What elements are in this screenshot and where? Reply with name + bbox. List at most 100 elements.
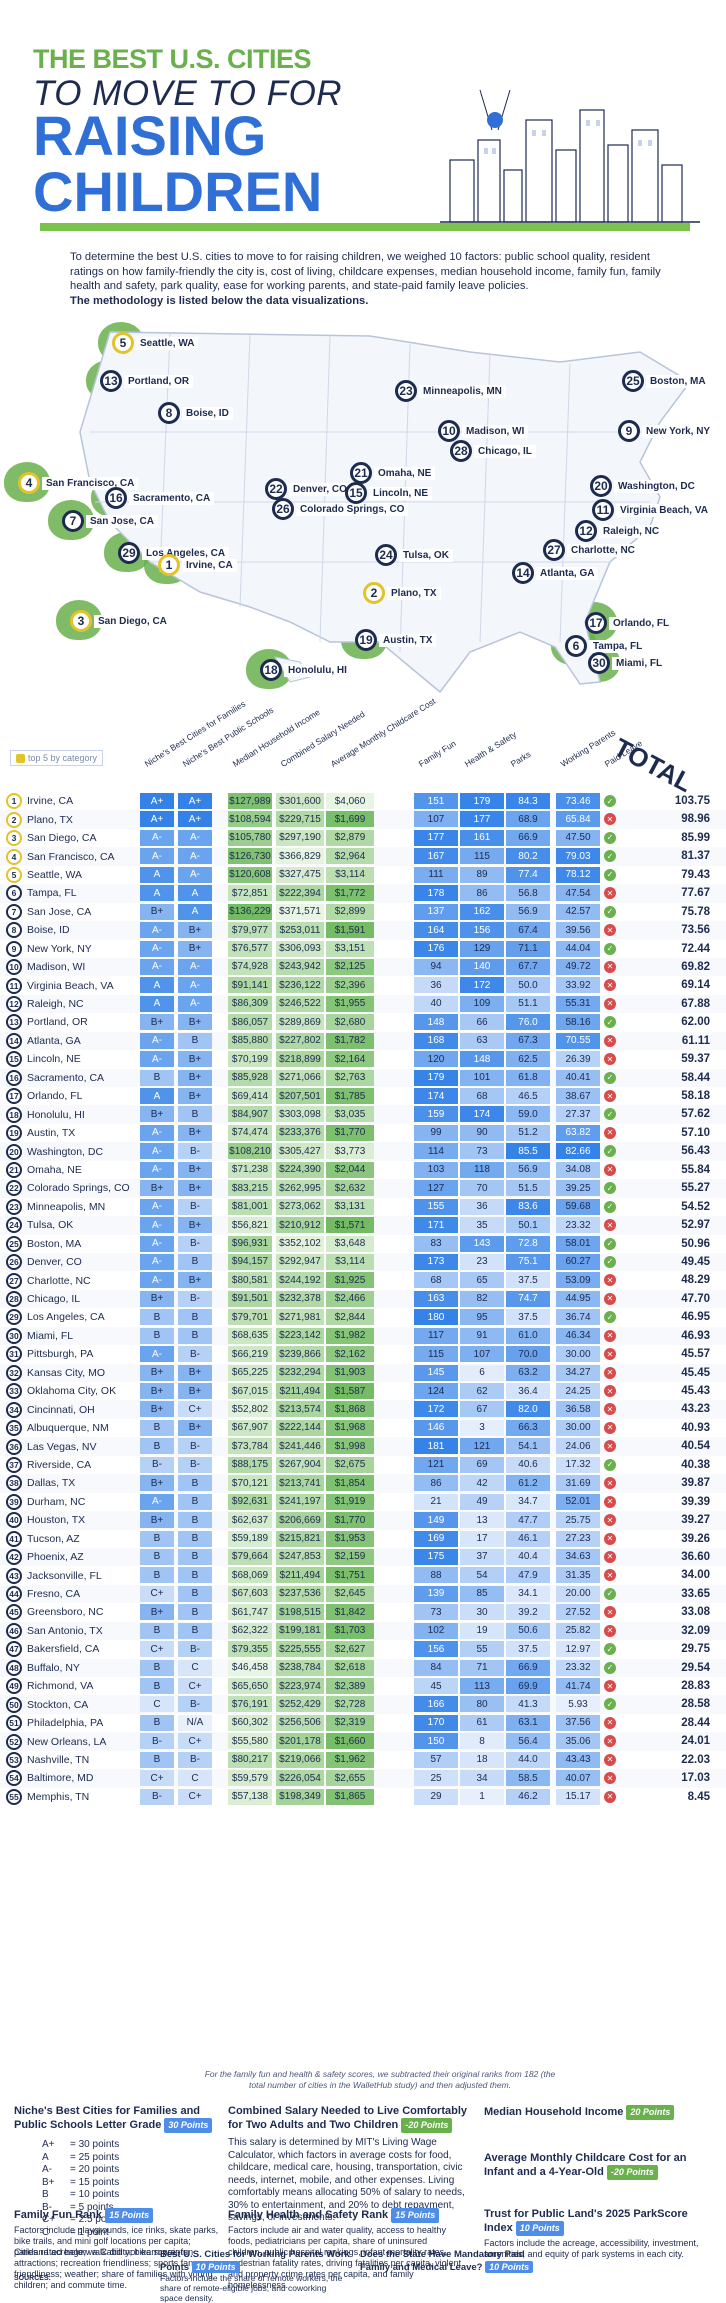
map-pin: 17 Orlando, FL xyxy=(571,602,674,642)
table-row: 55 Memphis, TN B- C+ $198,349 $57,138 $1,865 29… xyxy=(0,1788,726,1806)
salary-needed: $211,494 xyxy=(276,1383,324,1399)
salary-needed: $224,390 xyxy=(276,1161,324,1178)
total-score: 49.45 xyxy=(681,1255,710,1268)
map-pin-city: Plano, TX xyxy=(387,586,441,600)
childcare-cost: $3,773 xyxy=(326,1143,374,1160)
salary-needed: $252,429 xyxy=(276,1696,324,1713)
method-salary-title: Combined Salary Needed to Live Comfortab… xyxy=(228,2105,467,2131)
salary-needed: $222,394 xyxy=(276,885,324,902)
cross-icon: ✕ xyxy=(604,1753,616,1766)
health-safety-score: 91 xyxy=(460,1327,504,1344)
grade-families: B+ xyxy=(140,1475,174,1492)
grade-schools: B xyxy=(178,1622,212,1639)
method-health-title: Family Health and Safety Rank xyxy=(228,2209,389,2221)
grade-families: A- xyxy=(140,1272,174,1289)
grade-schools: B- xyxy=(178,1456,212,1473)
grade-schools: N/A xyxy=(178,1714,212,1731)
method-income: Median Household Income 20 Points xyxy=(484,2105,714,2120)
health-safety-score: 65 xyxy=(460,1272,504,1289)
grade-row: C = 1 point xyxy=(42,2227,224,2240)
childcare-cost: $1,842 xyxy=(326,1604,374,1621)
rank-badge: 48 xyxy=(6,1659,22,1676)
grade-points: = 1 point xyxy=(70,2226,109,2238)
map-pin-rank: 19 xyxy=(355,629,377,651)
median-income: $83,215 xyxy=(228,1180,272,1197)
family-fun-score: 114 xyxy=(414,1143,458,1160)
check-icon: ✓ xyxy=(604,1643,616,1656)
map-pin-city: Boise, ID xyxy=(182,406,233,420)
cross-icon: ✕ xyxy=(604,1514,616,1527)
cross-icon: ✕ xyxy=(604,997,616,1010)
city-name: Washington, DC xyxy=(27,1145,104,1158)
map-pin: 25 Boston, MA xyxy=(608,360,710,400)
salary-needed: $303,098 xyxy=(276,1106,324,1123)
map-pin-city: Colorado Springs, CO xyxy=(296,502,409,516)
total-score: 33.65 xyxy=(681,1587,710,1600)
map-pin-city: Portland, OR xyxy=(124,374,194,388)
cross-icon: ✕ xyxy=(604,979,616,992)
grade-families: B xyxy=(140,1622,174,1639)
check-icon: ✓ xyxy=(604,1458,616,1471)
total-score: 52.97 xyxy=(681,1219,710,1232)
childcare-cost: $1,865 xyxy=(326,1788,374,1805)
median-income: $60,302 xyxy=(228,1714,272,1731)
childcare-cost: $1,660 xyxy=(326,1733,374,1750)
grade-schools: B xyxy=(178,1585,212,1602)
median-income: $92,631 xyxy=(228,1493,272,1510)
cross-icon: ✕ xyxy=(604,1790,616,1803)
grade-families: C+ xyxy=(140,1770,174,1787)
city-name: Colorado Springs, CO xyxy=(27,1182,130,1195)
cross-icon: ✕ xyxy=(604,1366,616,1379)
family-fun-score: 178 xyxy=(414,885,458,902)
parks-score: 63.1 xyxy=(506,1714,550,1731)
family-fun-score: 139 xyxy=(414,1585,458,1602)
family-fun-score: 166 xyxy=(414,1696,458,1713)
childcare-cost: $2,618 xyxy=(326,1659,374,1676)
map-pin: 27 Charlotte, NC xyxy=(529,529,639,569)
grade-families: B+ xyxy=(140,1106,174,1123)
median-income: $55,580 xyxy=(228,1733,272,1750)
median-income: $67,907 xyxy=(228,1419,272,1436)
salary-needed: $223,142 xyxy=(276,1327,324,1344)
grade-schools: A+ xyxy=(178,793,212,809)
working-parents-score: 58.01 xyxy=(556,1235,600,1252)
grade-schools: C+ xyxy=(178,1733,212,1750)
map-pin-rank: 8 xyxy=(158,402,180,424)
grade-schools: A xyxy=(178,903,212,920)
childcare-cost: $1,770 xyxy=(326,1124,374,1141)
parks-score: 56.9 xyxy=(506,903,550,920)
childcare-cost: $1,868 xyxy=(326,1401,374,1418)
method-income-title: Median Household Income xyxy=(484,2106,624,2118)
rank-badge: 39 xyxy=(6,1493,22,1510)
parks-score: 47.7 xyxy=(506,1512,550,1529)
map-pin-city: Seattle, WA xyxy=(136,336,199,350)
check-icon: ✓ xyxy=(604,831,616,844)
grade-families: B+ xyxy=(140,1383,174,1399)
table-row: 16 Sacramento, CA B B+ $271,066 $85,928 $2,763… xyxy=(0,1068,726,1087)
working-parents-score: 25.75 xyxy=(556,1512,600,1529)
cross-icon: ✕ xyxy=(604,1053,616,1066)
city-name: Lincoln, NE xyxy=(27,1053,81,1066)
working-parents-score: 40.41 xyxy=(556,1069,600,1086)
cross-icon: ✕ xyxy=(604,1292,616,1305)
grade-families: A- xyxy=(140,1198,174,1215)
table-row: 44 Fresno, CA C+ B $237,536 $67,603 $2,645 139 8… xyxy=(0,1584,726,1604)
grade-families: A- xyxy=(140,1051,174,1068)
map-pin-rank: 28 xyxy=(450,440,472,462)
grade-schools: B- xyxy=(178,1696,212,1713)
city-name: San Jose, CA xyxy=(27,905,92,918)
health-safety-score: 68 xyxy=(460,1088,504,1104)
median-income: $69,414 xyxy=(228,1088,272,1104)
check-icon: ✓ xyxy=(604,1200,616,1213)
city-name: Los Angeles, CA xyxy=(27,1311,105,1324)
salary-needed: $267,904 xyxy=(276,1456,324,1473)
check-icon: ✓ xyxy=(604,850,616,863)
parks-score: 40.4 xyxy=(506,1548,550,1565)
grade-schools: B- xyxy=(178,1438,212,1455)
grade-schools: B xyxy=(178,1032,212,1049)
parks-score: 46.2 xyxy=(506,1788,550,1805)
method-salary: Combined Salary Needed to Live Comfortab… xyxy=(228,2105,473,2225)
grade-schools: B+ xyxy=(178,940,212,957)
cross-icon: ✕ xyxy=(604,1477,616,1490)
salary-needed: $271,981 xyxy=(276,1309,324,1326)
